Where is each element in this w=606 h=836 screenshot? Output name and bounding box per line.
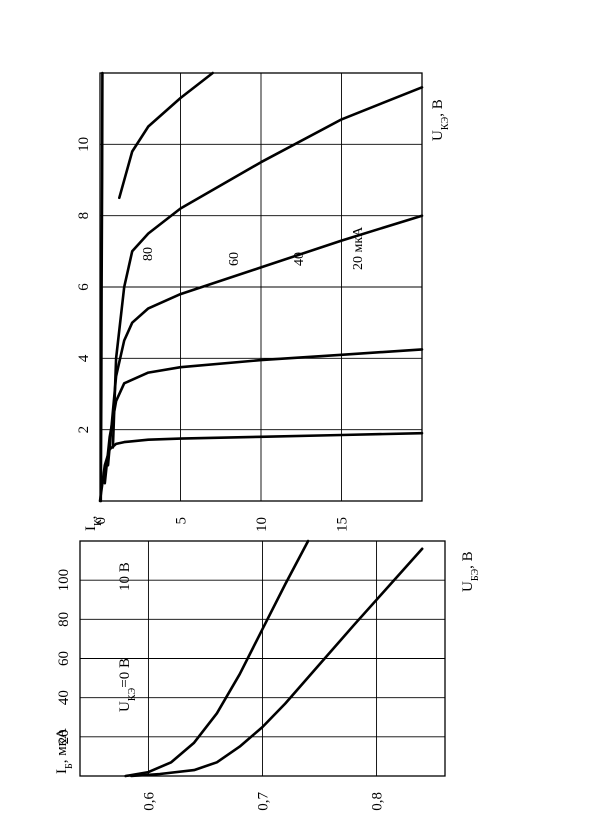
series-label-uke-0: UКЭ=0 В [117,658,138,712]
y-tick-labels: 20 40 60 80 100 [56,569,72,744]
y-tick-label-1: 4 [76,354,92,362]
x-tick-label-2: 10 [254,517,270,532]
series-line-1 [98,431,424,503]
y-tick-labels: 2 4 6 8 10 [76,137,92,434]
curve-label-20: 20 мкА [351,226,366,270]
x-tick-label-0: 0 [93,517,109,525]
y-tick-label-3: 80 [56,612,72,627]
y-axis-label: IК, [83,516,104,531]
x-tick-labels: 0 5 10 15 [93,517,351,532]
grid-lines [80,541,445,776]
series-group [124,539,424,778]
x-axis-label: UКЭ, В [430,99,451,141]
series-label-uke-10: 10 В [117,562,133,591]
plot-frame [79,540,446,777]
y-tick-label-4: 100 [56,569,72,592]
x-tick-labels: 0,6 0,7 0,8 [141,792,385,811]
series-line-3 [106,214,424,467]
x-tick-label-1: 5 [174,517,190,525]
series-line-0 [124,539,310,778]
y-tick-label-2: 6 [76,283,92,291]
series-line-1 [130,547,424,778]
x-tick-label-1: 0,7 [256,792,272,811]
curve-label-40: 40 [292,252,307,266]
series-line-4 [111,85,424,449]
series-line-5 [118,71,214,200]
y-tick-label-4: 10 [76,137,92,152]
series-line-2 [103,348,424,485]
y-tick-label-0: 20 [56,729,72,744]
curve-label-80: 80 [141,247,156,261]
output-characteristic-chart: 0 5 10 15 2 4 6 8 10 IК, UКЭ, В 20 мкА 40 60 80 [76,71,451,532]
y-tick-label-1: 40 [56,690,72,705]
x-tick-label-3: 15 [335,517,351,532]
curve-label-60: 60 [227,252,242,266]
plot-frame [99,72,423,502]
x-tick-label-2: 0,8 [370,792,386,811]
y-axis-label: IБ, мкА [54,728,75,774]
x-tick-label-0: 0,6 [141,792,157,811]
y-tick-label-0: 2 [76,426,92,434]
series-line-0 [99,71,104,503]
y-tick-label-2: 60 [56,651,72,666]
input-characteristic-chart: 0,6 0,7 0,8 20 40 60 80 100 IБ, мкА UБЭ, В UКЭ… [54,539,481,811]
series-group [98,71,424,503]
x-axis-label: UБЭ, В [460,551,481,592]
y-tick-label-3: 8 [76,212,92,220]
